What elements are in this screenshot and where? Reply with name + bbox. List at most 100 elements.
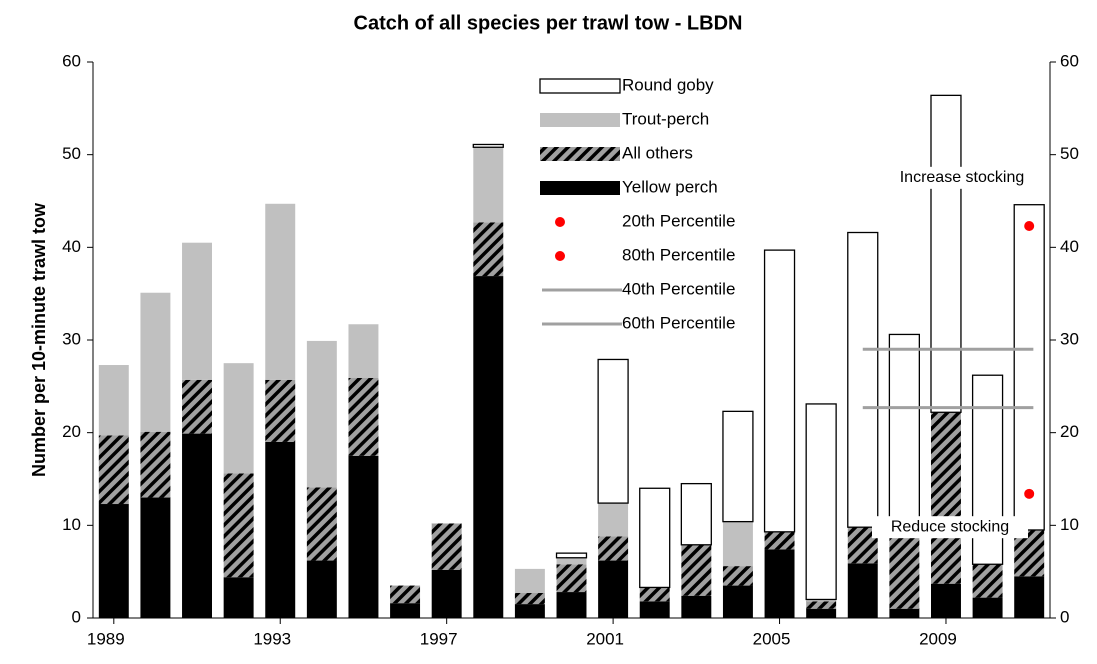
- bar-segment: [473, 147, 504, 223]
- annotation-box: [872, 516, 1028, 539]
- bar-segment: [681, 544, 712, 596]
- bar-segment: [888, 333, 920, 536]
- annotation: Reduce stocking: [891, 518, 1009, 535]
- legend-label: 20th Percentile: [622, 211, 735, 230]
- legend-swatch: [540, 181, 620, 195]
- bar-segment: [930, 583, 961, 618]
- bar-segment: [930, 412, 961, 584]
- bar-segment: [306, 560, 337, 618]
- y-tick-label: 60: [62, 51, 81, 70]
- bar-segment: [348, 324, 379, 378]
- bar-segment: [223, 473, 254, 578]
- bar-segment: [889, 608, 920, 618]
- bar-segment: [306, 340, 337, 488]
- bar-segment: [182, 433, 213, 618]
- bar-segment: [348, 455, 379, 618]
- bar-segment: [722, 410, 754, 523]
- chart-title: Catch of all species per trawl tow - LBD…: [354, 12, 743, 34]
- legend-label: Round goby: [622, 75, 714, 94]
- bar-segment: [598, 560, 629, 618]
- legend-label: Trout-perch: [622, 109, 709, 128]
- x-tick-label: 1997: [420, 629, 458, 648]
- bar-segment: [514, 592, 545, 605]
- y2-tick-label: 40: [1060, 237, 1079, 256]
- bar-segment: [722, 521, 753, 567]
- y-tick-label: 40: [62, 237, 81, 256]
- y2-tick-label: 30: [1060, 329, 1079, 348]
- x-tick-label: 2001: [586, 629, 624, 648]
- bar-segment: [556, 564, 587, 593]
- legend-swatch: [540, 147, 620, 161]
- bar-segment: [722, 566, 753, 586]
- bar-segment: [556, 557, 587, 565]
- bar-segment: [930, 94, 962, 413]
- bar-segment: [431, 569, 462, 618]
- bar-segment: [265, 379, 296, 442]
- legend-swatch: [555, 251, 565, 261]
- bar-segment: [265, 441, 296, 618]
- bar-segment: [473, 222, 504, 277]
- bar-segment: [597, 358, 629, 504]
- y2-tick-label: 50: [1060, 144, 1079, 163]
- bar-segment: [972, 597, 1003, 618]
- bar-segment: [98, 435, 129, 505]
- bar-segment: [639, 487, 671, 589]
- bar-segment: [1014, 576, 1045, 618]
- x-tick-label: 2009: [919, 629, 957, 648]
- bar-segment: [306, 487, 337, 561]
- bar-segment: [390, 585, 421, 604]
- bar-segment: [140, 431, 171, 498]
- x-tick-label: 1989: [87, 629, 125, 648]
- bar-segment: [847, 231, 879, 528]
- bar-segment: [431, 523, 462, 570]
- bar-segment: [390, 603, 421, 618]
- y-tick-label: 20: [62, 422, 81, 441]
- bar-segment: [639, 601, 670, 618]
- bar-segment: [514, 604, 545, 618]
- bar-segment: [805, 403, 837, 601]
- bar-segment: [472, 143, 504, 148]
- bar-segment: [140, 497, 171, 618]
- legend-label: Yellow perch: [622, 177, 718, 196]
- bar-segment: [514, 568, 545, 593]
- y2-tick-label: 60: [1060, 51, 1079, 70]
- y-tick-label: 50: [62, 144, 81, 163]
- bar-segment: [223, 363, 254, 474]
- bar-segment: [98, 504, 129, 618]
- bar-segment: [639, 587, 670, 602]
- bar-segment: [889, 534, 920, 609]
- bar-segment: [680, 482, 712, 546]
- percentile-point: [1024, 488, 1035, 499]
- bar-segment: [722, 585, 753, 618]
- bar-segment: [847, 563, 878, 618]
- y-axis-label: Number per 10-minute trawl tow: [29, 202, 49, 477]
- percentile-point: [1024, 221, 1035, 232]
- y2-tick-label: 10: [1060, 515, 1079, 534]
- legend-swatch: [540, 113, 620, 127]
- y-tick-label: 0: [72, 607, 81, 626]
- bar-segment: [473, 276, 504, 618]
- bar-segment: [598, 536, 629, 561]
- bar-segment: [98, 365, 129, 436]
- legend-swatch: [539, 78, 621, 94]
- bar-segment: [556, 592, 587, 618]
- bar-segment: [1013, 204, 1045, 531]
- legend-label: 60th Percentile: [622, 313, 735, 332]
- bar-segment: [806, 608, 837, 618]
- bar-segment: [972, 564, 1003, 598]
- bar-segment: [140, 292, 171, 432]
- bar-segment: [182, 379, 213, 434]
- y-tick-label: 30: [62, 329, 81, 348]
- annotation-box: [884, 166, 1040, 189]
- annotation: Increase stocking: [900, 169, 1025, 186]
- bar-segment: [764, 549, 795, 618]
- bar-segment: [806, 601, 837, 609]
- y-tick-label: 10: [62, 515, 81, 534]
- bar-segment: [764, 531, 795, 550]
- bar-segment: [763, 249, 796, 533]
- bar-segment: [348, 377, 379, 456]
- bar-segment: [182, 242, 213, 380]
- legend-label: 40th Percentile: [622, 279, 735, 298]
- bar-segment: [555, 552, 588, 559]
